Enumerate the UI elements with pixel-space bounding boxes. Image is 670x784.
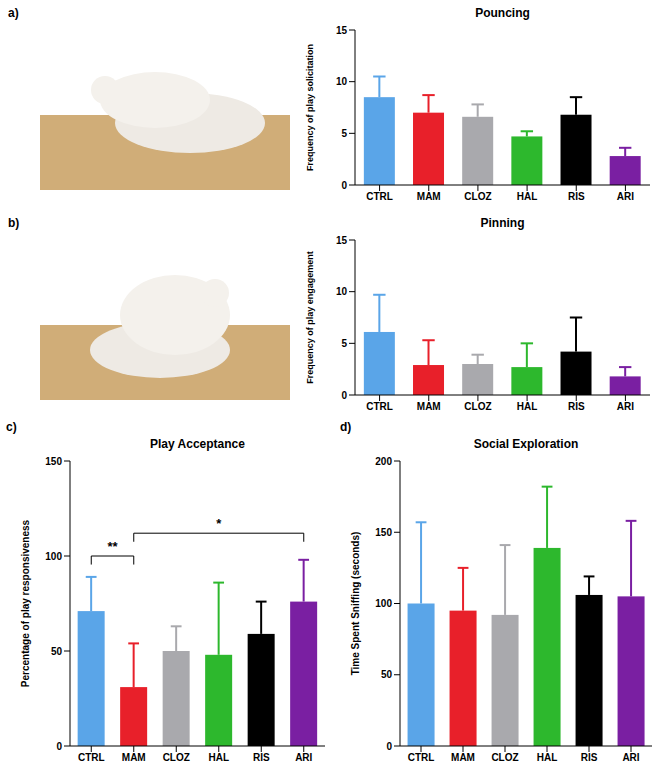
html-text:c): c) xyxy=(6,420,17,434)
svg-text:0: 0 xyxy=(341,390,347,401)
svg-text:15: 15 xyxy=(336,235,348,246)
svg-text:HAL: HAL xyxy=(517,191,538,202)
svg-text:ARI: ARI xyxy=(617,401,634,412)
svg-text:ARI: ARI xyxy=(622,752,639,763)
svg-text:MAM: MAM xyxy=(417,401,441,412)
svg-text:CLOZ: CLOZ xyxy=(464,191,491,202)
svg-text:MAM: MAM xyxy=(451,752,475,763)
svg-text:ARI: ARI xyxy=(295,752,312,763)
svg-text:HAL: HAL xyxy=(537,752,558,763)
svg-text:HAL: HAL xyxy=(208,752,229,763)
svg-text:0: 0 xyxy=(341,180,347,191)
svg-text:MAM: MAM xyxy=(122,752,146,763)
svg-text:ARI: ARI xyxy=(617,191,634,202)
svg-text:50: 50 xyxy=(381,669,393,680)
html-text:Pouncing: Pouncing xyxy=(475,6,530,20)
svg-text:CTRL: CTRL xyxy=(366,191,393,202)
svg-text:100: 100 xyxy=(375,598,392,609)
svg-text:HAL: HAL xyxy=(517,401,538,412)
svg-text:100: 100 xyxy=(45,551,62,562)
svg-text:5: 5 xyxy=(341,338,347,349)
html-text:Pinning: Pinning xyxy=(480,216,525,230)
svg-text:CLOZ: CLOZ xyxy=(464,401,491,412)
svg-text:CLOZ: CLOZ xyxy=(491,752,518,763)
html-text:a): a) xyxy=(8,6,19,20)
svg-text:5: 5 xyxy=(341,128,347,139)
svg-text:50: 50 xyxy=(51,646,63,657)
svg-text:Frequency of play engagement: Frequency of play engagement xyxy=(305,251,315,384)
svg-text:150: 150 xyxy=(375,527,392,538)
svg-text:Percentage of play responsiven: Percentage of play responsiveness xyxy=(20,519,31,687)
svg-text:Time Spent Sniffing (seconds): Time Spent Sniffing (seconds) xyxy=(350,532,361,676)
svg-text:0: 0 xyxy=(386,741,392,752)
svg-text:150: 150 xyxy=(45,456,62,467)
svg-text:Frequency of play solicitation: Frequency of play solicitation xyxy=(305,44,315,171)
svg-text:RIS: RIS xyxy=(568,401,585,412)
html-text:Play Acceptance: Play Acceptance xyxy=(150,437,245,451)
svg-text:MAM: MAM xyxy=(417,191,441,202)
svg-text:CTRL: CTRL xyxy=(78,752,105,763)
svg-text:10: 10 xyxy=(336,286,348,297)
svg-text:200: 200 xyxy=(375,456,392,467)
html-text:Social Exploration: Social Exploration xyxy=(473,437,579,451)
svg-text:0: 0 xyxy=(56,741,62,752)
html-text:b): b) xyxy=(8,216,20,230)
svg-text:RIS: RIS xyxy=(581,752,598,763)
svg-text:CTRL: CTRL xyxy=(408,752,435,763)
svg-text:10: 10 xyxy=(336,76,348,87)
html-text:d): d) xyxy=(340,420,352,434)
svg-text:CLOZ: CLOZ xyxy=(163,752,190,763)
svg-text:**: ** xyxy=(107,539,118,554)
svg-text:RIS: RIS xyxy=(253,752,270,763)
svg-text:RIS: RIS xyxy=(568,191,585,202)
svg-text:CTRL: CTRL xyxy=(366,401,393,412)
svg-text:*: * xyxy=(216,516,222,531)
svg-text:15: 15 xyxy=(336,25,348,36)
